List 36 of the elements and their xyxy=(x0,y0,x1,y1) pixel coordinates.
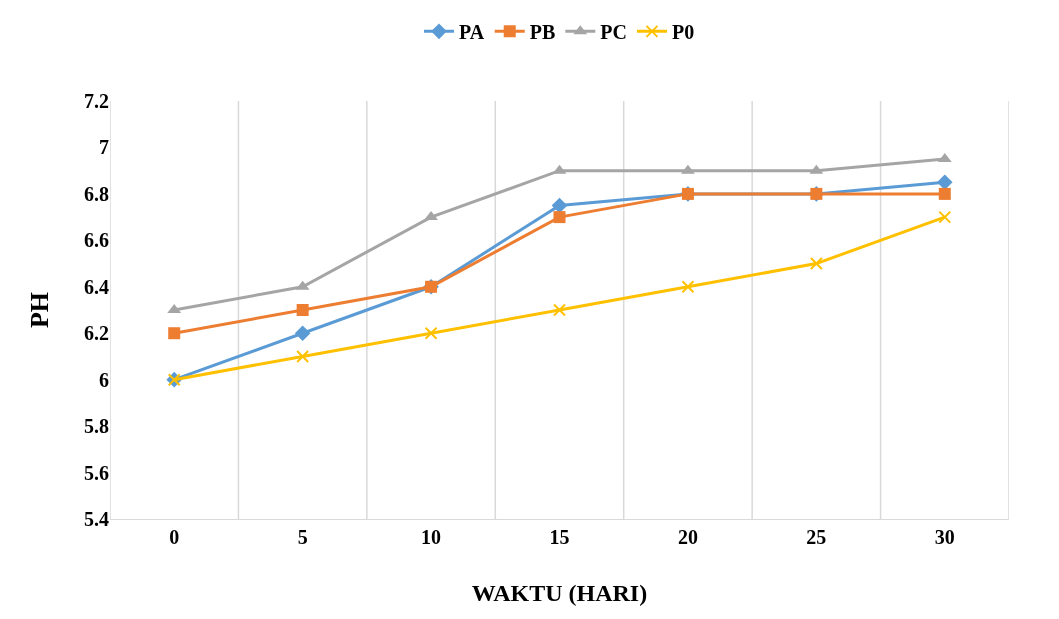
point xyxy=(296,349,310,363)
y-tick-label: 5.6 xyxy=(84,461,109,484)
x-axis-title: WAKTU (HARI) xyxy=(471,580,648,606)
x-tick-label: 20 xyxy=(677,526,698,548)
x-tick-label: 5 xyxy=(297,526,308,548)
y-tick-label: 6.2 xyxy=(84,322,109,345)
x-tick-label: 30 xyxy=(934,526,955,548)
point xyxy=(424,211,438,221)
point xyxy=(681,280,695,294)
point xyxy=(809,257,823,271)
point xyxy=(296,304,309,316)
y-tick-label: 6.4 xyxy=(84,275,109,298)
legend-label: PC xyxy=(600,21,627,44)
legend-label: P0 xyxy=(671,21,695,44)
y-tick-label: 6.8 xyxy=(84,182,109,205)
point xyxy=(553,211,566,224)
point xyxy=(938,210,952,224)
legend-label: PA xyxy=(459,21,485,44)
y-tick-label: 6.6 xyxy=(84,229,109,252)
y-tick-label: 7.2 xyxy=(84,90,109,112)
y-tick-label: 7 xyxy=(99,136,109,159)
x-tick-label: 0 xyxy=(169,526,180,548)
y-tick-label: 5.8 xyxy=(84,415,109,438)
x-tick-label: 10 xyxy=(421,526,442,548)
y-axis-title: PH xyxy=(25,291,54,329)
point xyxy=(294,325,311,342)
point xyxy=(553,303,566,317)
x-tick-label: 25 xyxy=(806,526,827,548)
y-tick-label: 6 xyxy=(99,368,109,391)
point xyxy=(168,327,181,340)
y-tick-label: 5.4 xyxy=(84,508,109,530)
x-tick-label: 15 xyxy=(549,526,570,548)
legend-label: PB xyxy=(529,21,556,44)
point xyxy=(424,326,438,340)
point xyxy=(938,187,951,200)
point xyxy=(681,164,695,174)
